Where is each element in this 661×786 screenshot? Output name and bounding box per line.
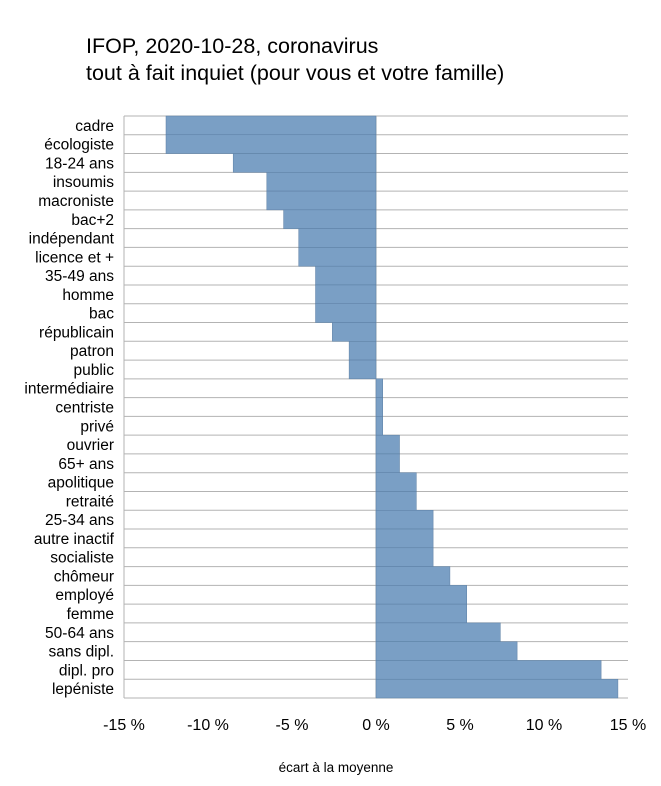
bar	[375, 472, 417, 492]
bar	[283, 209, 377, 229]
bar	[375, 416, 383, 436]
bar	[375, 491, 417, 511]
category-label: centriste	[55, 400, 114, 417]
bar	[332, 322, 377, 342]
category-label: 25-34 ans	[45, 512, 114, 529]
x-tick-label: 10 %	[526, 717, 562, 734]
bar	[266, 172, 377, 192]
bar	[375, 660, 602, 680]
category-label: homme	[62, 287, 114, 304]
category-label: écologiste	[44, 137, 114, 154]
x-tick-label: 15 %	[610, 717, 646, 734]
category-label: 50-64 ans	[45, 625, 114, 642]
category-label: intermédiaire	[24, 381, 114, 398]
category-label: dipl. pro	[59, 662, 114, 679]
category-label: patron	[70, 343, 114, 360]
category-label: bac+2	[71, 212, 114, 229]
bar	[375, 378, 383, 398]
category-label: employé	[55, 587, 114, 604]
bar	[375, 397, 383, 417]
category-label: apolitique	[48, 475, 114, 492]
bar	[375, 510, 434, 530]
bars	[165, 115, 619, 699]
bar	[315, 265, 377, 286]
x-tick-labels: -15 % -10 % -5 % 0 % 5 % 10 % 15 %	[103, 717, 646, 734]
bar	[315, 284, 377, 304]
category-label: lepéniste	[52, 681, 114, 698]
category-label: 35-49 ans	[45, 268, 114, 285]
category-label: femme	[67, 606, 114, 623]
bar	[375, 641, 518, 661]
bar	[266, 190, 377, 211]
bar	[375, 453, 400, 473]
x-tick-label: -10 %	[187, 717, 229, 734]
bar	[375, 603, 467, 624]
category-label: autre inactif	[34, 531, 115, 548]
x-tick-label: 5 %	[446, 717, 474, 734]
chart-subtitle: tout à fait inquiet (pour vous et votre …	[86, 61, 505, 85]
bar	[375, 566, 451, 586]
bar	[348, 341, 377, 361]
bar	[232, 153, 377, 173]
bar	[165, 134, 377, 154]
category-label: ouvrier	[67, 437, 114, 454]
bar	[375, 678, 619, 699]
category-label: 65+ ans	[58, 456, 114, 473]
bar	[298, 228, 377, 248]
category-label: républicain	[39, 324, 114, 341]
x-tick-label: 0 %	[362, 717, 390, 734]
category-label: retraité	[66, 493, 114, 510]
category-label: indépendant	[29, 231, 115, 248]
category-label: sans dipl.	[49, 644, 114, 661]
x-tick-label: -5 %	[276, 717, 309, 734]
category-label: bac	[89, 306, 114, 323]
bar	[375, 434, 400, 455]
bar	[375, 622, 501, 642]
category-label: public	[74, 362, 115, 379]
x-axis-label: écart à la moyenne	[279, 760, 394, 775]
bar	[165, 115, 377, 136]
chart-title: IFOP, 2020-10-28, coronavirus	[86, 34, 379, 58]
category-label: insoumis	[53, 174, 114, 191]
x-tick-label: -15 %	[103, 717, 145, 734]
bar	[375, 547, 434, 567]
category-label: socialiste	[50, 550, 114, 567]
category-label: macroniste	[38, 193, 114, 210]
bar	[375, 528, 434, 549]
category-label: privé	[80, 418, 114, 435]
bar	[315, 303, 377, 323]
bar	[298, 247, 377, 267]
bar	[375, 585, 467, 605]
category-label: cadre	[75, 118, 114, 135]
bar	[348, 359, 377, 380]
category-label: chômeur	[54, 568, 114, 585]
category-label: 18-24 ans	[45, 155, 114, 172]
category-label: licence et +	[35, 249, 114, 266]
